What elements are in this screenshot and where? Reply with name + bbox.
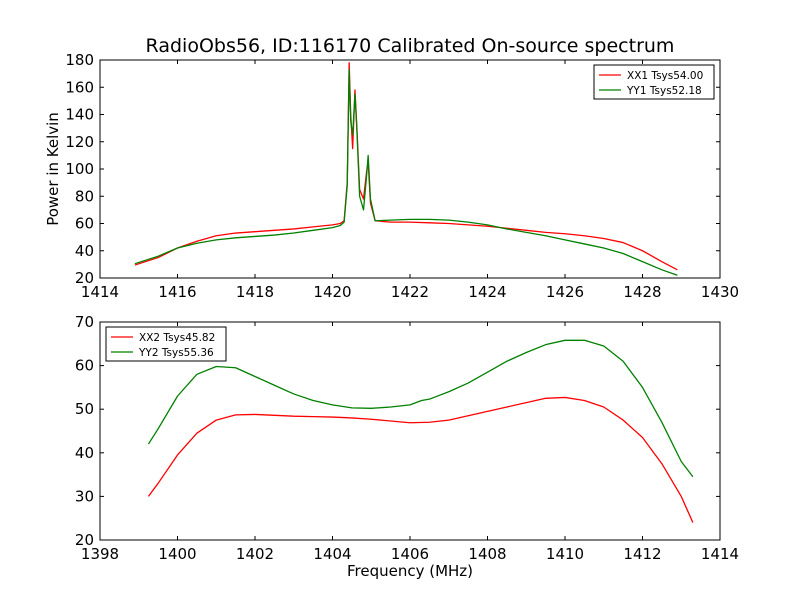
bottom-x-tick-label: 1408 (468, 545, 506, 563)
y-axis-title: Power in Kelvin (44, 112, 62, 226)
top-legend-label-2: YY1 Tsys52.18 (626, 85, 702, 97)
top-x-tick-label: 1426 (546, 283, 584, 301)
bottom-x-tick-label: 1412 (623, 545, 661, 563)
bottom-y-tick-label: 40 (75, 444, 94, 462)
bottom-x-tick-label: 1410 (546, 545, 584, 563)
top-x-tick-label: 1420 (313, 283, 351, 301)
bottom-legend-label-2: YY2 Tsys55.36 (138, 347, 214, 359)
top-x-tick-label: 1416 (158, 283, 196, 301)
bottom-x-tick-label: 1406 (391, 545, 429, 563)
top-y-tick-label: 60 (75, 215, 94, 233)
top-x-tick-label: 1424 (468, 283, 506, 301)
bottom-legend-box (105, 326, 227, 362)
top-y-tick-label: 160 (65, 78, 94, 96)
top-x-tick-label: 1418 (236, 283, 274, 301)
bottom-x-tick-label: 1404 (313, 545, 351, 563)
top-y-tick-label: 20 (75, 269, 94, 287)
x-axis-title: Frequency (MHz) (347, 562, 473, 580)
top-y-tick-label: 40 (75, 242, 94, 260)
bottom-x-tick-label: 1414 (701, 545, 739, 563)
bottom-series-line-1 (147, 396, 694, 523)
top-x-tick-label: 1422 (391, 283, 429, 301)
top-x-tick-label: 1414 (81, 283, 119, 301)
bottom-x-tick-label: 1402 (236, 545, 274, 563)
top-y-tick-label: 80 (75, 187, 94, 205)
top-legend: XX1 Tsys54.00 YY1 Tsys52.18 (593, 64, 715, 100)
top-x-tick-label: 1430 (701, 283, 739, 301)
bottom-x-tick-label: 1398 (81, 545, 119, 563)
top-y-tick-label: 140 (65, 106, 94, 124)
bottom-y-tick-label: 60 (75, 357, 94, 375)
bottom-spectrum-panel: 1398 1400 1402 1404 1406 1408 1410 1412 1414 20 30… (75, 313, 739, 563)
top-y-tick-label: 100 (65, 160, 94, 178)
top-x-tick-label: 1428 (623, 283, 661, 301)
top-series-line-1 (134, 62, 678, 271)
top-series-line-2 (134, 68, 678, 276)
bottom-x-tick-label: 1400 (158, 545, 196, 563)
bottom-y-tick-label: 70 (75, 313, 94, 331)
bottom-legend: XX2 Tsys45.82 YY2 Tsys55.36 (105, 326, 227, 362)
top-y-tick-label: 180 (65, 51, 94, 69)
bottom-series-line-2 (147, 339, 694, 478)
bottom-y-tick-label: 50 (75, 400, 94, 418)
bottom-y-tick-label: 20 (75, 531, 94, 549)
top-legend-label-1: XX1 Tsys54.00 (627, 70, 703, 82)
top-y-tick-label: 120 (65, 133, 94, 151)
figure-title: RadioObs56, ID:116170 Calibrated On-sour… (146, 35, 675, 57)
bottom-y-tick-label: 30 (75, 487, 94, 505)
top-legend-box (593, 64, 715, 100)
top-spectrum-panel: 1414 1416 1418 1420 1422 1424 1426 1428 1430 20 40… (65, 51, 739, 301)
bottom-legend-label-1: XX2 Tsys45.82 (139, 332, 215, 344)
